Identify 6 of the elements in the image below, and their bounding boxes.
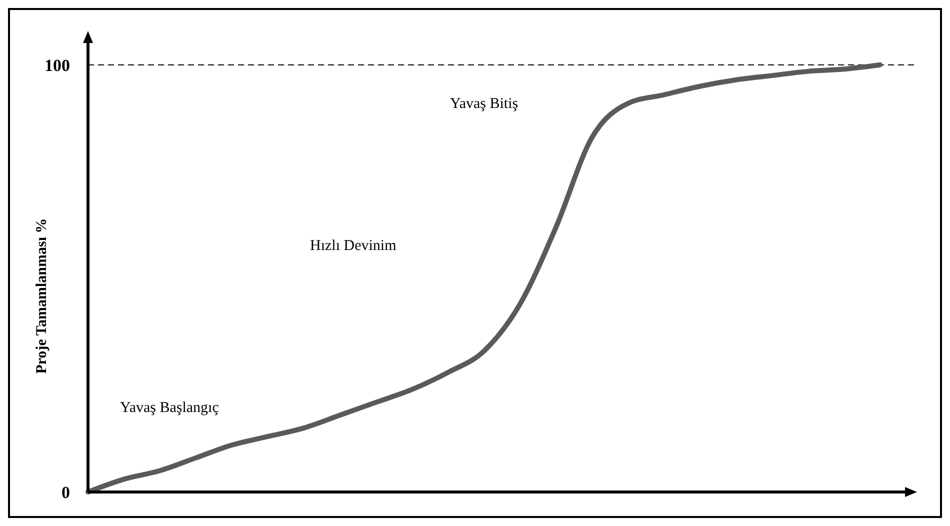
annotation: Yavaş Bitiş (450, 96, 518, 112)
annotation: Yavaş Başlangıç (120, 400, 220, 416)
y-axis-title: Proje Tamamlanması % (34, 218, 50, 374)
annotation: Hızlı Devinim (310, 238, 397, 254)
y-tick-label: 100 (44, 56, 70, 75)
y-tick-label: 0 (62, 482, 70, 502)
